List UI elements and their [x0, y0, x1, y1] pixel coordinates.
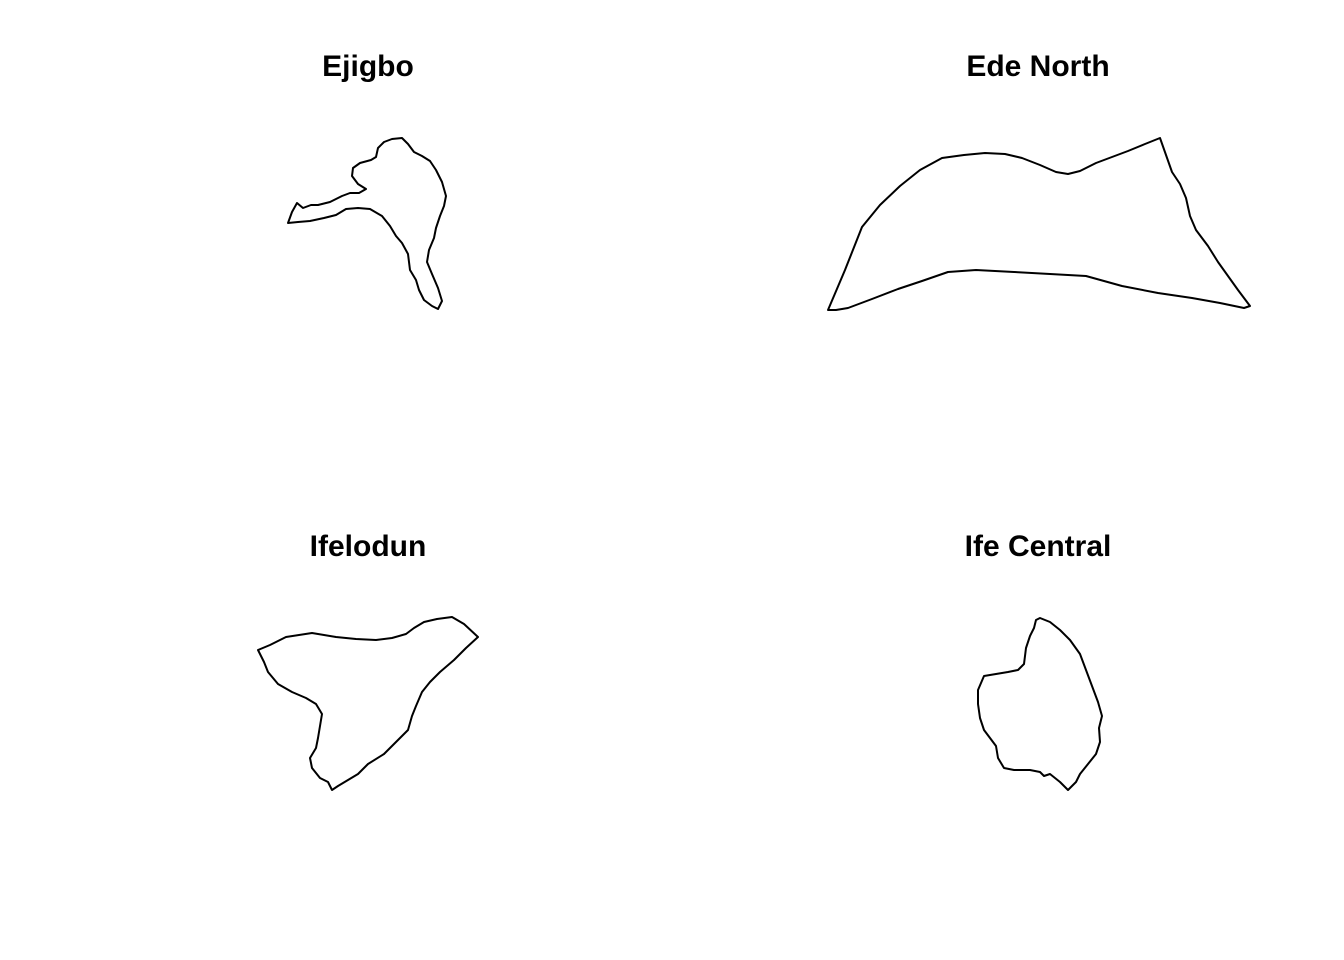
map-panel-ede-north: Ede North	[702, 0, 1344, 480]
ife-central-boundary	[977, 617, 1103, 791]
panel-title: Ede North	[966, 50, 1110, 83]
panel-title: Ifelodun	[309, 530, 427, 563]
ifelodun-boundary	[257, 616, 479, 791]
ede-north-boundary	[827, 137, 1251, 311]
map-panel-ifelodun: Ifelodun	[32, 480, 704, 960]
ejigbo-boundary	[287, 137, 447, 310]
map-panel-ife-central: Ife Central	[702, 480, 1344, 960]
panel-title: Ejigbo	[322, 50, 414, 83]
map-panel-ejigbo: Ejigbo	[32, 0, 704, 480]
panel-title: Ife Central	[964, 530, 1112, 563]
